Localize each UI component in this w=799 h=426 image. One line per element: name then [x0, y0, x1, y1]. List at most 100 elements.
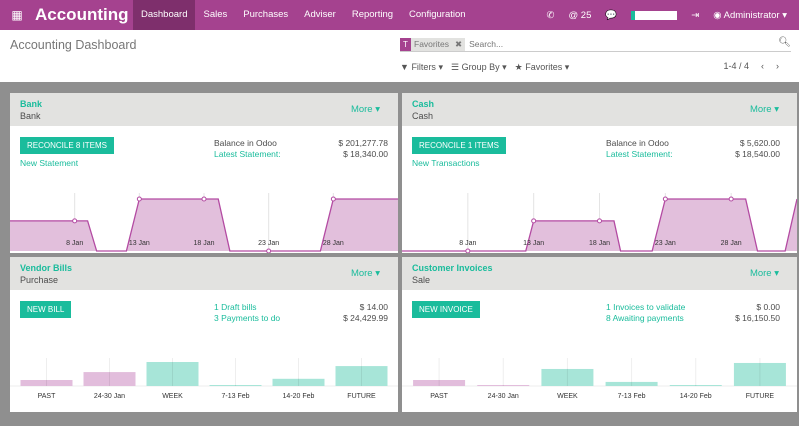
series-line [10, 198, 398, 252]
summary-value: $ 16,150.50 [735, 313, 780, 323]
summary-value: $ 18,540.00 [735, 149, 780, 159]
more-dropdown[interactable]: More ▾ [749, 268, 779, 279]
more-dropdown[interactable]: More ▾ [749, 104, 779, 115]
summary-label[interactable]: Latest Statement: [214, 149, 281, 159]
x-tick-label: 18 Jan [589, 240, 610, 247]
summary-label[interactable]: 1 Invoices to validate [606, 302, 686, 312]
dashboard-card-customer-invoices: Customer Invoices Sale More ▾ New Invoic… [402, 257, 797, 412]
x-tick-label: 7-13 Feb [618, 393, 646, 400]
journal-name[interactable]: Vendor Bills [20, 263, 73, 273]
bar [669, 385, 722, 386]
user-menu[interactable]: ◉ Administrator ▾ [713, 9, 787, 21]
x-tick-label: 8 Jan [66, 240, 83, 247]
summary-label: Balance in Odoo [606, 138, 669, 148]
filters-dropdown[interactable]: ▼ Filters ▾ [400, 62, 443, 73]
secondary-link[interactable]: New Statement [20, 158, 79, 168]
page-title: Accounting Dashboard [10, 38, 137, 52]
journal-type: Purchase [20, 275, 59, 285]
summary: Balance in Odoo $ 201,277.78 Latest Statem… [214, 138, 388, 160]
card-header: Cash Cash More ▾ [402, 93, 797, 126]
secondary-link[interactable]: New Transactions [412, 158, 480, 168]
user-name: Administrator [723, 9, 780, 21]
x-tick-label: 24-30 Jan [94, 393, 125, 400]
summary-row: 1 Draft bills $ 14.00 [214, 302, 388, 313]
apps-grid-icon[interactable]: ▦ [11, 8, 23, 22]
x-tick-label: WEEK [162, 393, 183, 400]
menu-purchases[interactable]: Purchases [243, 9, 289, 20]
data-point [728, 196, 734, 202]
menu-dashboard[interactable]: Dashboard [133, 0, 196, 30]
next-page-icon[interactable]: › [776, 61, 779, 71]
primary-action-button[interactable]: Reconcile 1 Items [412, 137, 507, 154]
bar [413, 380, 466, 386]
summary-value: $ 0.00 [756, 302, 780, 312]
search-input[interactable] [469, 39, 770, 49]
menu-adviser[interactable]: Adviser [304, 9, 336, 20]
facet-label: Favorites [414, 39, 449, 49]
summary-row: 8 Awaiting payments $ 16,150.50 [606, 313, 780, 324]
summary-row: Latest Statement: $ 18,340.00 [214, 149, 388, 160]
favorites-dropdown[interactable]: ★ Favorites ▾ [515, 62, 570, 73]
bar [83, 372, 136, 386]
menu-reporting[interactable]: Reporting [351, 9, 394, 20]
sign-in-icon[interactable]: ⇥ [691, 9, 700, 21]
summary-value: $ 201,277.78 [338, 138, 388, 148]
group-by-dropdown[interactable]: ☰ Group By ▾ [451, 62, 507, 73]
search-icon[interactable]: 🔍︎ [778, 37, 791, 48]
primary-action-button[interactable]: New Bill [20, 301, 72, 318]
summary-row: 1 Invoices to validate $ 0.00 [606, 302, 780, 313]
journal-name[interactable]: Cash [412, 99, 435, 109]
summary-label[interactable]: 1 Draft bills [214, 302, 257, 312]
data-point [136, 196, 142, 202]
x-tick-label: 18 Jan [193, 240, 214, 247]
x-tick-label: 13 Jan [129, 240, 150, 247]
series-line [402, 198, 797, 252]
primary-action-button[interactable]: New Invoice [412, 301, 480, 318]
primary-action-button[interactable]: Reconcile 8 Items [20, 137, 115, 154]
x-tick-label: 28 Jan [323, 240, 344, 247]
x-tick-label: 23 Jan [655, 240, 676, 247]
journal-name[interactable]: Customer Invoices [412, 263, 493, 273]
group-by-label: Group By ▾ [461, 62, 507, 72]
pager-value: 1-4 / 4 [723, 61, 749, 71]
dashboard-card-cash: Cash Cash More ▾ Reconcile 1 Items New Tr… [402, 93, 797, 253]
data-point [72, 218, 78, 224]
data-point [266, 248, 272, 253]
x-tick-label: 8 Jan [459, 240, 476, 247]
remove-facet-icon[interactable]: ✖ [454, 38, 463, 49]
data-point [330, 196, 336, 202]
previous-page-icon[interactable]: ‹ [761, 61, 764, 71]
x-tick-label: PAST [430, 393, 448, 400]
x-tick-label: 14-20 Feb [680, 393, 712, 400]
more-dropdown[interactable]: More ▾ [350, 268, 380, 279]
journal-name[interactable]: Bank [20, 99, 43, 109]
summary-label[interactable]: Latest Statement: [606, 149, 673, 159]
summary-row: Balance in Odoo $ 5,620.00 [606, 138, 780, 149]
at-icon: @ [568, 9, 579, 21]
x-tick-label: PAST [38, 393, 56, 400]
bar [272, 378, 325, 386]
summary: 1 Invoices to validate $ 0.00 8 Awaiting p… [606, 302, 780, 324]
chart: 8 Jan 13 Jan 18 Jan 23 Jan 28 Jan [402, 193, 797, 253]
avatar: ◉ [713, 9, 722, 21]
chat-icon[interactable]: 💬 [605, 9, 618, 21]
menu-configuration[interactable]: Configuration [409, 9, 466, 20]
more-dropdown[interactable]: More ▾ [350, 104, 380, 115]
summary-label[interactable]: 8 Awaiting payments [606, 313, 684, 323]
pager: 1-4 / 4 ‹ › [723, 61, 779, 71]
summary: 1 Draft bills $ 14.00 3 Payments to do $ 24… [214, 302, 388, 324]
data-point [662, 196, 668, 202]
data-point [201, 196, 207, 202]
x-tick-label: 24-30 Jan [488, 393, 519, 400]
notifications[interactable]: @ 25 [569, 10, 592, 21]
summary-label[interactable]: 3 Payments to do [214, 313, 281, 323]
chart: PAST 24-30 Jan WEEK 7-13 Feb 14-20 Feb FUTURE [10, 358, 398, 400]
journal-type: Cash [412, 111, 434, 121]
journal-type: Bank [20, 111, 41, 121]
summary-value: $ 24,429.99 [343, 313, 388, 323]
phone-icon[interactable]: ✆ [546, 9, 555, 21]
menu-sales[interactable]: Sales [203, 9, 228, 20]
bar [733, 362, 786, 386]
main-menu: Dashboard Sales Purchases Adviser Report… [133, 0, 474, 30]
